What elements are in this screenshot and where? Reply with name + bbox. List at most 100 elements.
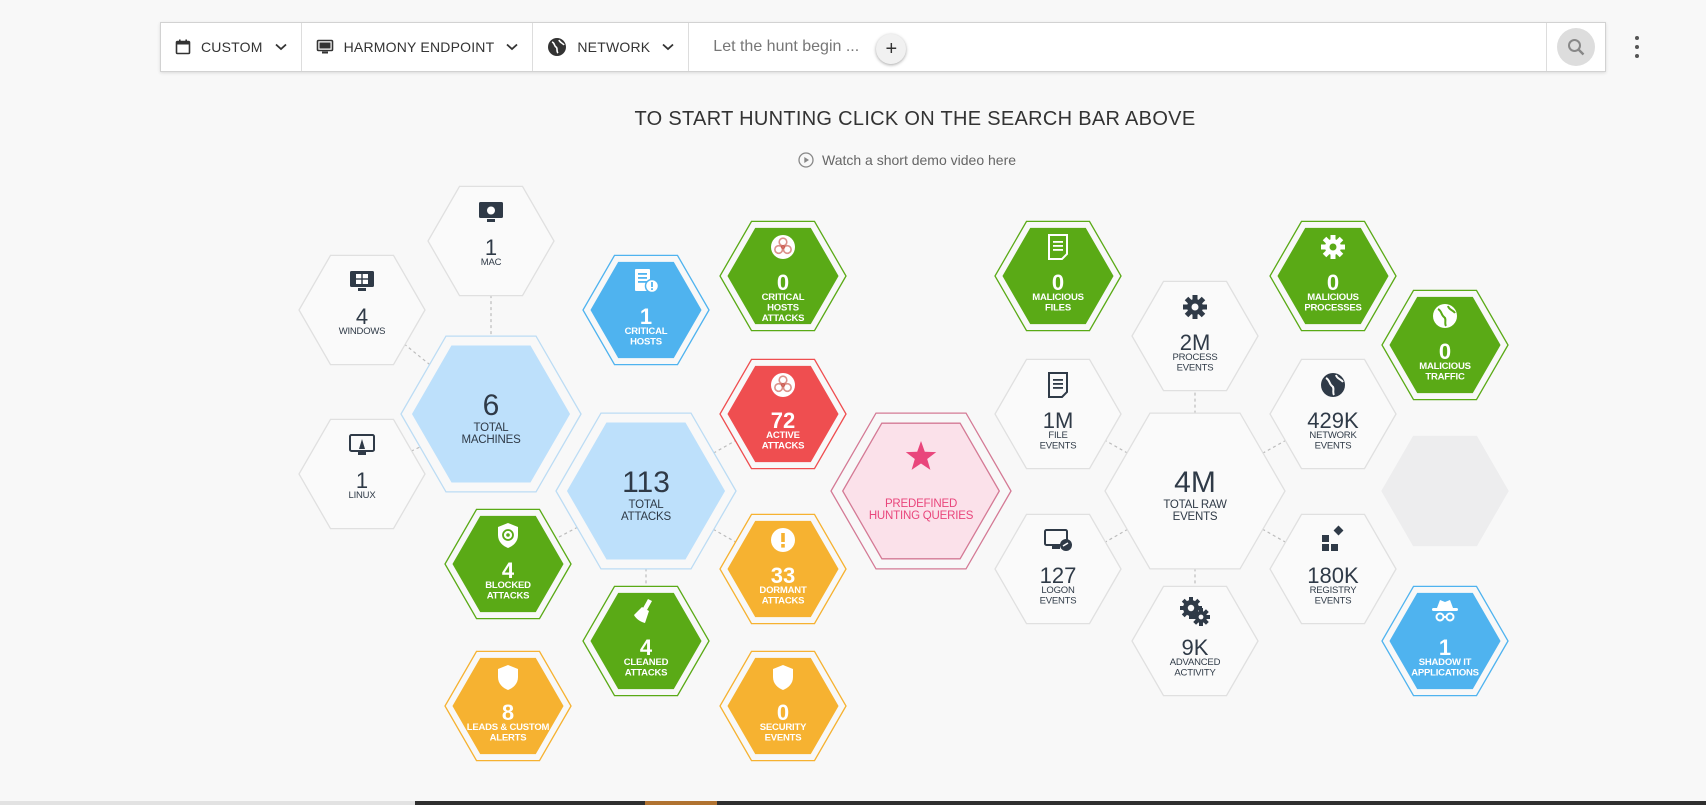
page-title: TO START HUNTING CLICK ON THE SEARCH BAR…	[634, 108, 1196, 130]
tile-body	[1277, 227, 1389, 325]
calendar-icon	[175, 39, 191, 55]
tile-body	[841, 422, 1001, 560]
tile-label: CRITICAL	[625, 326, 668, 337]
tile-label: BLOCKED	[485, 580, 531, 591]
gear-icon	[1183, 295, 1207, 319]
time-range-label: CUSTOM	[201, 39, 263, 55]
tile-value: 1	[485, 235, 497, 260]
tile-value: 127	[1040, 563, 1077, 588]
monitor-icon	[316, 39, 333, 54]
tile-value: 1	[356, 468, 368, 493]
tile-label: MALICIOUS	[1032, 292, 1084, 303]
tile-value: 1	[1439, 635, 1451, 660]
logon-monitor-icon	[1044, 529, 1072, 551]
tile-outline	[1269, 513, 1397, 625]
tile-value: 72	[771, 408, 795, 433]
shield-icon	[498, 665, 518, 690]
data-source-label: HARMONY ENDPOINT	[343, 39, 495, 55]
biohazard-icon	[771, 373, 795, 397]
hunt-search-input[interactable]: Let the hunt begin ... +	[689, 23, 1546, 71]
tile-label: PROCESSES	[1304, 303, 1361, 314]
tile-label: LINUX	[349, 490, 377, 501]
server-alert-icon	[635, 269, 660, 294]
tile-value: 1	[640, 304, 652, 329]
tile-body	[452, 657, 564, 755]
tile-value: 0	[1327, 270, 1339, 295]
tile-label: HOSTS	[630, 337, 662, 348]
tile-body	[1389, 592, 1501, 690]
gears-icon	[1180, 597, 1210, 626]
chevron-down-icon	[662, 43, 674, 51]
spy-icon	[1432, 600, 1458, 622]
tile-empty-slot	[1381, 435, 1509, 547]
tile-label: FILES	[1045, 303, 1071, 314]
tile-label: MAC	[481, 257, 502, 268]
exclamation-icon	[771, 528, 795, 552]
tile-value: 0	[777, 700, 789, 725]
play-circle-icon	[798, 152, 814, 168]
connector-line	[712, 528, 737, 543]
tile-value: 4	[502, 558, 515, 583]
tile-label: WINDOWS	[339, 326, 386, 337]
tile-label: TOTAL	[474, 422, 510, 434]
globe-icon	[548, 38, 567, 56]
tile-label: ALERTS	[490, 733, 527, 744]
event-type-dropdown[interactable]: NETWORK	[533, 23, 690, 71]
tile-body	[566, 422, 726, 560]
tile-label: REGISTRY	[1310, 585, 1358, 596]
tile-label: EVENTS	[1040, 596, 1077, 607]
tile-outline	[1381, 435, 1509, 547]
tile-label: FILE	[1048, 430, 1067, 441]
tile-body	[590, 261, 702, 359]
tile-value: 2M	[1180, 330, 1211, 355]
connector-line	[403, 343, 432, 366]
tile-outline	[1104, 412, 1286, 570]
tile-label: EVENTS	[1173, 511, 1218, 523]
tile-label: ATTACKS	[487, 591, 530, 602]
tile-outline	[994, 358, 1122, 470]
connector-line	[1262, 528, 1287, 543]
tile-value: 180K	[1307, 563, 1359, 588]
tile-value: 0	[777, 270, 789, 295]
tile-label: EVENTS	[765, 733, 802, 744]
tile-label: EVENTS	[1040, 441, 1077, 452]
tile-outline	[1131, 280, 1259, 392]
search-button[interactable]	[1546, 23, 1605, 71]
tile-label: ATTACKS	[762, 313, 805, 324]
time-range-dropdown[interactable]: CUSTOM	[161, 23, 302, 71]
tile-value: 33	[771, 563, 795, 588]
gear-icon	[1321, 235, 1345, 259]
more-options-icon[interactable]	[1632, 36, 1642, 58]
add-filter-button[interactable]: +	[876, 34, 907, 64]
data-source-dropdown[interactable]: HARMONY ENDPOINT	[302, 23, 534, 71]
tile-outline	[1269, 358, 1397, 470]
tile-label: MALICIOUS	[1307, 292, 1359, 303]
demo-video-link[interactable]: Watch a short demo video here	[798, 152, 1016, 168]
